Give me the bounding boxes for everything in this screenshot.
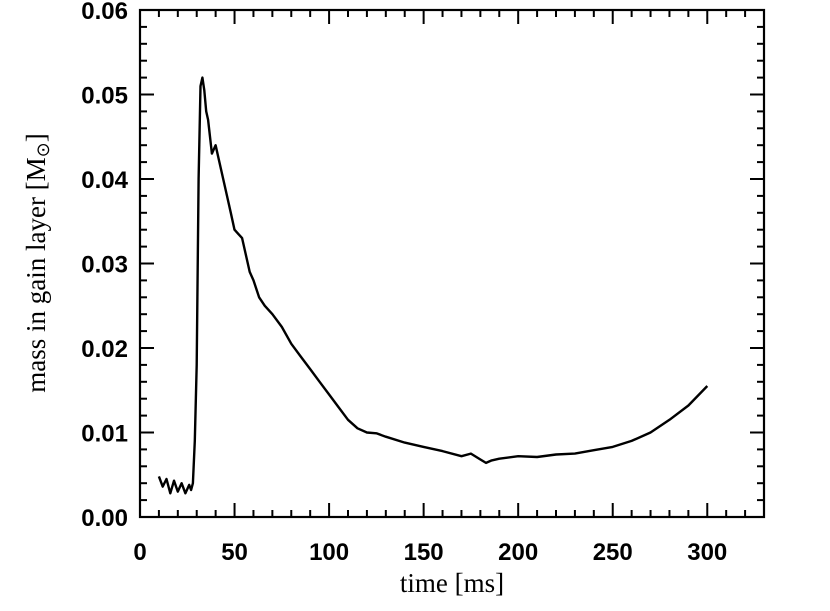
- axis-ticks: [139, 9, 764, 518]
- y-tick-label: 0.02: [81, 336, 128, 363]
- y-tick-label: 0.06: [81, 0, 128, 25]
- y-axis-title-main: mass in gain layer [M: [21, 157, 51, 392]
- y-axis-title: mass in gain layer [M⊙]: [21, 133, 53, 393]
- y-tick-label: 0.00: [81, 505, 128, 532]
- x-tick-label: 300: [687, 539, 727, 566]
- y-tick-label: 0.01: [81, 421, 128, 448]
- solar-mass-symbol: ⊙: [33, 142, 53, 157]
- x-tick-label: 0: [133, 539, 146, 566]
- plot-frame: [138, 8, 766, 519]
- x-axis-title: time [ms]: [400, 568, 504, 598]
- y-tick-labels: 0.00 0.01 0.02 0.03 0.04 0.05 0.06: [81, 0, 128, 532]
- x-tick-label: 100: [309, 539, 349, 566]
- y-tick-label: 0.05: [81, 83, 128, 110]
- y-tick-label: 0.03: [81, 252, 128, 279]
- x-tick-label: 50: [221, 539, 248, 566]
- x-tick-label: 250: [593, 539, 633, 566]
- y-tick-label: 0.04: [81, 167, 128, 194]
- x-tick-labels: 0 50 100 150 200 250 300: [133, 539, 727, 566]
- mass-series-line: [157, 76, 709, 495]
- x-tick-label: 150: [404, 539, 444, 566]
- y-axis-title-close: ]: [21, 133, 51, 142]
- x-tick-label: 200: [498, 539, 538, 566]
- plot-frame-group: [138, 8, 766, 519]
